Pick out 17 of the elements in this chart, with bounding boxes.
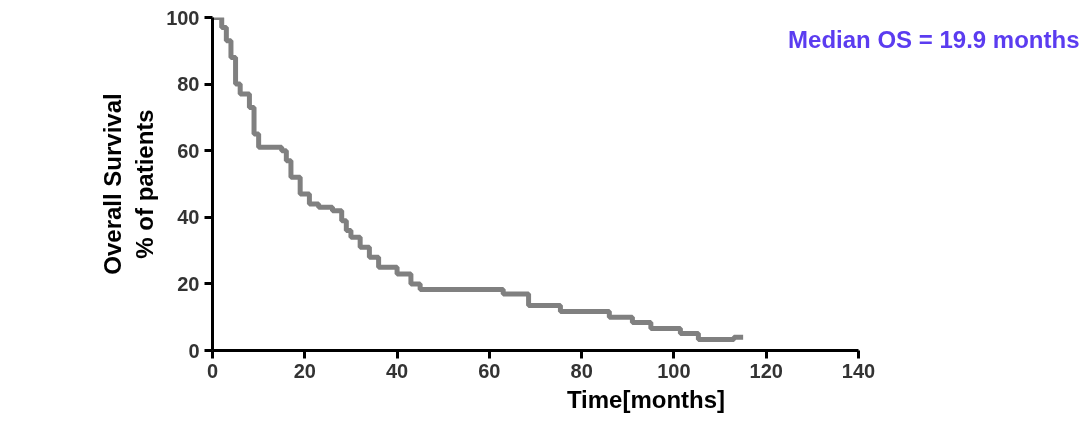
y-tick-label: 100 [166, 6, 200, 29]
x-tick-label: 80 [570, 359, 593, 382]
annotation: Median OS = 19.9 months [788, 25, 1080, 53]
x-tick-label: 0 [206, 359, 219, 382]
x-tick-label: 60 [478, 359, 501, 382]
x-tick-label: 120 [749, 359, 783, 382]
y-tick-label: 20 [177, 272, 200, 295]
x-tick-label: 100 [657, 359, 691, 382]
y-tick-label: 40 [177, 206, 200, 229]
x-tick-label: 20 [293, 359, 316, 382]
y-tick-label: 0 [188, 339, 200, 362]
x-tick-label: 140 [841, 359, 876, 382]
x-tick-label: 40 [385, 359, 409, 382]
x-axis-title: Time[months] [566, 385, 726, 413]
y-tick-label: 80 [177, 73, 200, 96]
y-tick-label: 60 [177, 139, 200, 162]
y-axis-title: Overall Survival % of patients [98, 93, 159, 275]
